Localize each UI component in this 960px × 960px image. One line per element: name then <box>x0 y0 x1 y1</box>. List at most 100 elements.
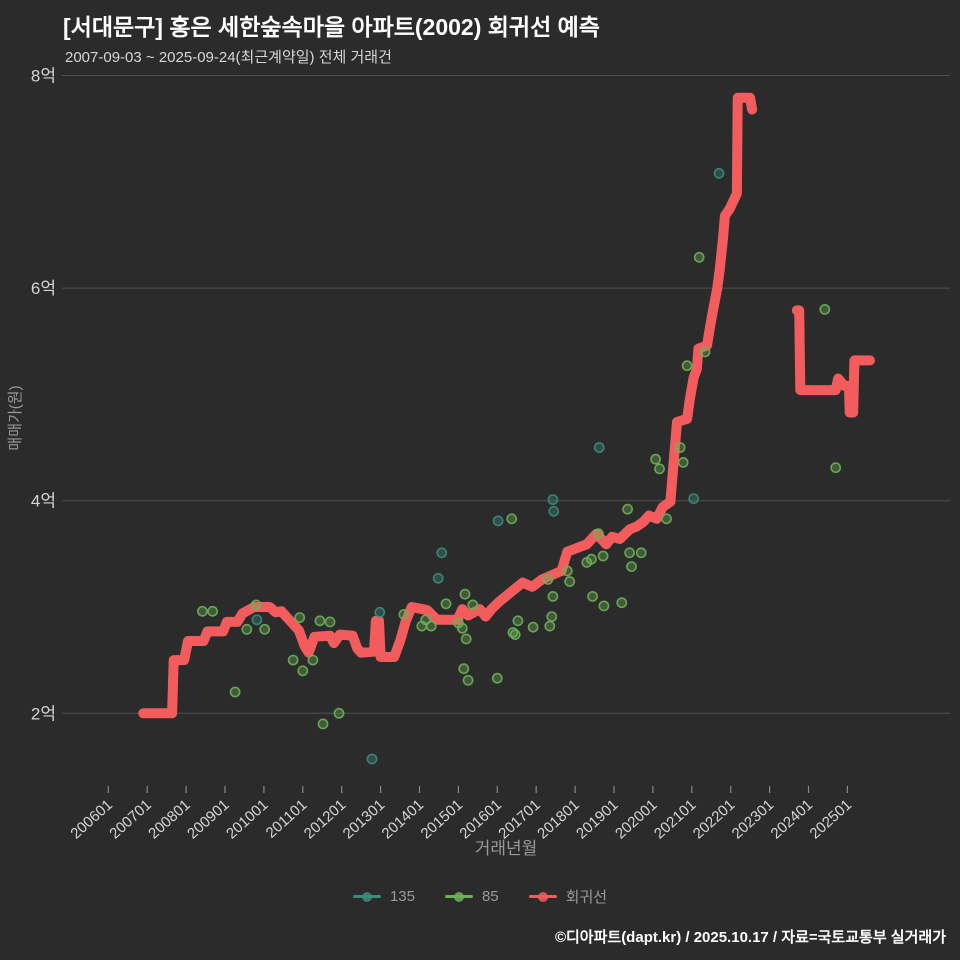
x-tick-label: 201101 <box>263 796 311 841</box>
scatter-point-85 <box>425 620 437 632</box>
scatter-point-85 <box>830 462 842 474</box>
scatter-point-85 <box>398 609 410 620</box>
scatter-point-85 <box>294 612 306 623</box>
y-tick-label: 8억 <box>31 67 56 86</box>
x-tick-label: 202501 <box>806 796 855 842</box>
scatter-point-85 <box>674 442 686 453</box>
legend-item-85[interactable]: 85 <box>444 888 499 905</box>
x-tick-label: 202401 <box>768 796 817 842</box>
scatter-point-85 <box>297 665 309 677</box>
scatter-point-85 <box>597 550 609 562</box>
x-tick-label: 202301 <box>729 796 778 842</box>
scatter-point-135 <box>713 167 725 179</box>
scatter-point-85 <box>467 599 479 611</box>
regression-line-segment <box>791 305 875 418</box>
scatter-point-135 <box>374 606 386 618</box>
x-tick-label: 202001 <box>612 796 661 842</box>
scatter-point-85 <box>527 621 539 633</box>
scatter-point-85 <box>317 718 329 730</box>
scatter-point-135 <box>251 614 263 626</box>
scatter-point-85 <box>650 453 661 465</box>
y-tick-label: 4억 <box>31 492 56 511</box>
x-tick-label: 200901 <box>184 796 233 842</box>
scatter-point-85 <box>506 513 518 525</box>
scatter-point-85 <box>616 597 628 609</box>
legend-marker-85-icon <box>444 891 473 902</box>
x-tick-label: 201601 <box>456 796 505 842</box>
scatter-point-85 <box>324 616 336 628</box>
scatter-point-85 <box>207 605 218 617</box>
scatter-point-85 <box>547 591 559 602</box>
x-tick-label: 201901 <box>573 796 622 842</box>
scatter-point-85 <box>544 620 556 632</box>
legend-marker-regression-icon <box>528 891 557 902</box>
x-tick-label: 201801 <box>534 796 583 842</box>
x-axis-title: 거래년월 <box>475 839 538 858</box>
scatter-point-85 <box>624 547 635 559</box>
scatter-point-85 <box>458 663 470 675</box>
scatter-point-85 <box>229 686 241 698</box>
scatter-point-85 <box>693 251 705 263</box>
scatter-point-85 <box>307 654 319 666</box>
scatter-point-85 <box>677 456 689 468</box>
scatter-point-85 <box>241 623 253 635</box>
scatter-point-85 <box>635 547 647 559</box>
scatter-point-85 <box>593 528 604 540</box>
page-title: [서대문구] 홍은 세한숲속마을 아파트(2002) 회귀선 예측 <box>63 14 600 40</box>
scatter-point-85 <box>456 622 468 634</box>
x-tick-label: 201401 <box>379 796 428 842</box>
x-tick-label: 200801 <box>145 796 194 842</box>
x-tick-label: 201301 <box>340 796 389 842</box>
scatter-point-85 <box>333 707 345 719</box>
scatter-point-85 <box>491 672 503 684</box>
x-tick-label: 201501 <box>417 796 466 842</box>
scatter-point-85 <box>259 623 271 635</box>
scatter-point-135 <box>366 753 378 765</box>
x-tick-label: 201201 <box>301 796 350 842</box>
scatter-point-135 <box>436 547 448 559</box>
y-tick-label: 2억 <box>31 704 56 723</box>
scatter-point-85 <box>196 605 208 617</box>
scatter-point-135 <box>688 493 700 504</box>
legend-label-135: 135 <box>389 888 415 905</box>
gridlines-layer <box>62 75 950 714</box>
scatter-point-85 <box>250 599 262 611</box>
scatter-point-135 <box>432 572 444 584</box>
scatter-point-85 <box>654 463 665 475</box>
x-tick-label: 202101 <box>651 796 700 842</box>
scatter-point-85 <box>509 629 521 640</box>
page-subtitle: 2007-09-03 ~ 2025-09-24(최근계약일) 전체 거래건 <box>65 49 392 66</box>
scatter-point-85 <box>681 360 693 372</box>
scatter-point-135 <box>547 494 559 505</box>
chart-legend: 135 85 회귀선 <box>0 886 960 907</box>
scatter-point-135 <box>593 442 605 453</box>
legend-label-85: 85 <box>481 888 499 905</box>
x-tick-label: 200701 <box>106 796 155 842</box>
price-scatter-chart: 2억4억6억8억매매가(원)20060120070120080120090120… <box>7 67 950 858</box>
scatter-point-85 <box>622 503 633 515</box>
legend-item-135[interactable]: 135 <box>352 888 415 905</box>
scatter-point-85 <box>561 565 573 577</box>
scatter-point-85 <box>661 513 672 525</box>
x-tick-label: 202201 <box>690 796 739 842</box>
scatter-point-85 <box>598 600 610 612</box>
scatter-point-135 <box>548 505 560 517</box>
x-tick-label: 200601 <box>67 796 116 842</box>
scatter-point-85 <box>699 346 711 358</box>
x-tick-label: 201701 <box>495 796 544 842</box>
x-tick-label: 201001 <box>223 796 272 842</box>
legend-item-regression[interactable]: 회귀선 <box>528 886 608 907</box>
scatter-points-layer <box>196 167 842 765</box>
scatter-point-85 <box>564 576 576 587</box>
y-axis-title: 매매가(원) <box>7 385 24 450</box>
scatter-point-85 <box>819 303 831 315</box>
scatter-point-85 <box>586 553 597 565</box>
legend-label-regression: 회귀선 <box>565 889 608 906</box>
y-tick-label: 6억 <box>31 279 56 298</box>
scatter-point-85 <box>546 611 558 622</box>
scatter-point-85 <box>287 654 299 666</box>
scatter-point-85 <box>542 574 554 585</box>
regression-line-segment <box>138 92 758 719</box>
scatter-point-85 <box>462 674 474 686</box>
